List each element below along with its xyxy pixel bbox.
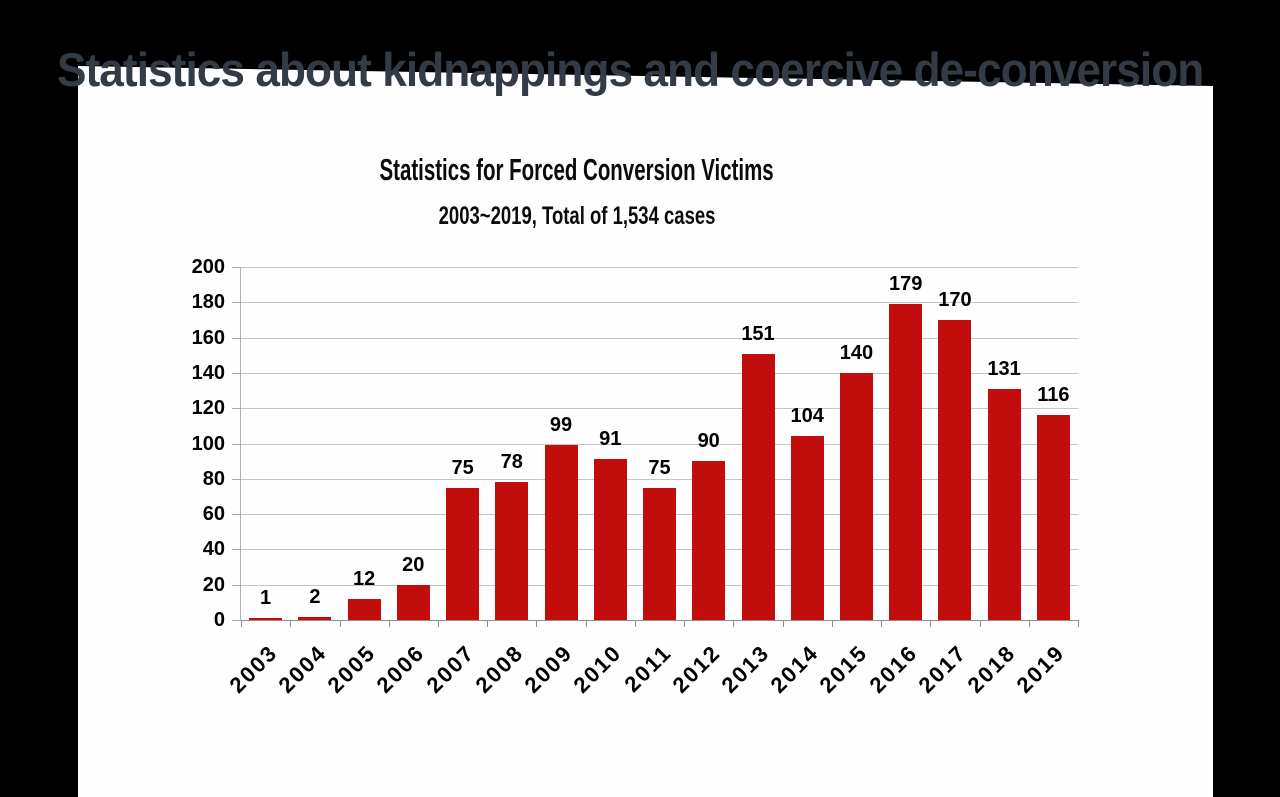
bar xyxy=(741,353,775,620)
x-axis-tick xyxy=(241,620,242,627)
bar-value-label: 20 xyxy=(402,553,425,576)
y-axis-tick xyxy=(232,267,241,268)
x-axis-tick xyxy=(684,620,686,627)
x-axis-labels: 2003 2004 2005 2006 2007 2008 2009 2010 2011 2012… xyxy=(224,620,1077,740)
bar-value-label: 12 xyxy=(352,567,376,590)
bar-value-label: 151 xyxy=(741,322,775,345)
bar xyxy=(298,616,332,620)
x-axis-tick xyxy=(437,620,439,627)
bar-value-label: 91 xyxy=(599,428,622,451)
gridline xyxy=(241,372,1078,374)
y-axis-tick-label: 80 xyxy=(202,467,225,490)
y-axis-tick xyxy=(232,478,241,480)
x-axis-tick xyxy=(1028,620,1030,627)
bar xyxy=(1036,415,1070,620)
bar xyxy=(249,618,283,620)
x-axis-tick xyxy=(831,620,833,627)
bar xyxy=(347,598,381,620)
bar-value-label: 1 xyxy=(260,587,272,610)
bar-value-label: 99 xyxy=(549,414,573,437)
bar-value-label: 131 xyxy=(987,357,1021,380)
gridline xyxy=(241,478,1078,480)
y-axis-tick-label: 140 xyxy=(191,361,225,384)
bar-value-label: 179 xyxy=(889,273,923,296)
y-axis-tick xyxy=(232,337,241,339)
bar xyxy=(790,436,824,620)
chart-subtitle-container: 2003~2019, Total of 1,534 cases xyxy=(78,202,1076,231)
bar xyxy=(889,304,923,620)
y-axis-tick xyxy=(232,549,241,551)
x-axis-tick xyxy=(536,620,538,627)
bar-value-label: 2 xyxy=(309,585,321,608)
bar xyxy=(839,372,873,620)
y-axis-tick xyxy=(232,514,241,516)
bar xyxy=(593,459,627,620)
y-axis-tick xyxy=(232,620,241,621)
page-title: Statistics about kidnappings and coerciv… xyxy=(57,43,1204,96)
x-axis-tick xyxy=(388,620,390,627)
bar xyxy=(643,487,676,620)
x-axis-tick xyxy=(339,620,341,627)
y-axis-tick-label: 0 xyxy=(213,609,225,631)
x-axis-tick xyxy=(585,620,587,627)
bar xyxy=(495,482,529,620)
bar xyxy=(987,388,1021,620)
bar xyxy=(692,461,726,620)
x-axis-tick xyxy=(733,620,735,627)
gridline xyxy=(241,337,1078,339)
bar-value-label: 75 xyxy=(451,456,474,479)
x-axis-tick xyxy=(979,620,981,627)
bar-value-label: 140 xyxy=(839,341,874,364)
bar xyxy=(396,584,430,620)
gridline xyxy=(241,443,1078,445)
y-axis-tick xyxy=(232,372,241,374)
bar-value-label: 104 xyxy=(790,405,824,428)
x-axis-tick xyxy=(487,620,489,627)
y-axis-tick xyxy=(232,302,241,304)
y-axis-tick-label: 100 xyxy=(191,432,225,455)
y-axis-tick-label: 160 xyxy=(191,326,225,349)
y-axis-tick xyxy=(232,408,241,410)
bar-value-label: 78 xyxy=(500,451,523,474)
x-axis-tick xyxy=(881,620,883,627)
gridline xyxy=(241,267,1078,268)
bar xyxy=(446,487,480,620)
y-axis-tick-label: 60 xyxy=(202,503,225,526)
y-axis-tick-label: 180 xyxy=(191,291,225,314)
bar-value-label: 90 xyxy=(697,430,720,453)
x-axis-tick xyxy=(1078,620,1079,627)
plot-area: 1 2 12 20 75 78 99 91 75 90 151 104 140 179 170 131 116 xyxy=(232,267,1079,627)
bar-value-label: 116 xyxy=(1037,384,1070,407)
bar-value-label: 75 xyxy=(648,456,671,479)
x-axis-tick xyxy=(290,620,292,627)
chart-title: Statistics for Forced Conversion Victims xyxy=(379,152,775,187)
chart-subtitle: 2003~2019, Total of 1,534 cases xyxy=(438,202,716,230)
chart-title-container: Statistics for Forced Conversion Victims xyxy=(78,152,1076,188)
x-axis-tick xyxy=(930,620,932,627)
gridline xyxy=(241,302,1078,304)
x-axis-tick xyxy=(782,620,784,627)
x-axis-tick xyxy=(634,620,636,627)
y-axis-tick-label: 200 xyxy=(191,256,225,278)
y-axis-labels: 0 20 40 60 80 100 120 140 160 180 200 xyxy=(150,256,225,631)
y-axis-tick-label: 20 xyxy=(202,573,225,596)
y-axis-tick-label: 120 xyxy=(191,397,225,420)
bar xyxy=(938,319,972,620)
y-axis-tick-label: 40 xyxy=(202,538,225,561)
gridline xyxy=(241,408,1078,410)
slide-background xyxy=(78,66,1213,797)
bar-value-label: 170 xyxy=(938,288,972,311)
y-axis-tick xyxy=(232,443,241,445)
bar xyxy=(544,445,578,620)
y-axis-tick xyxy=(232,584,241,586)
